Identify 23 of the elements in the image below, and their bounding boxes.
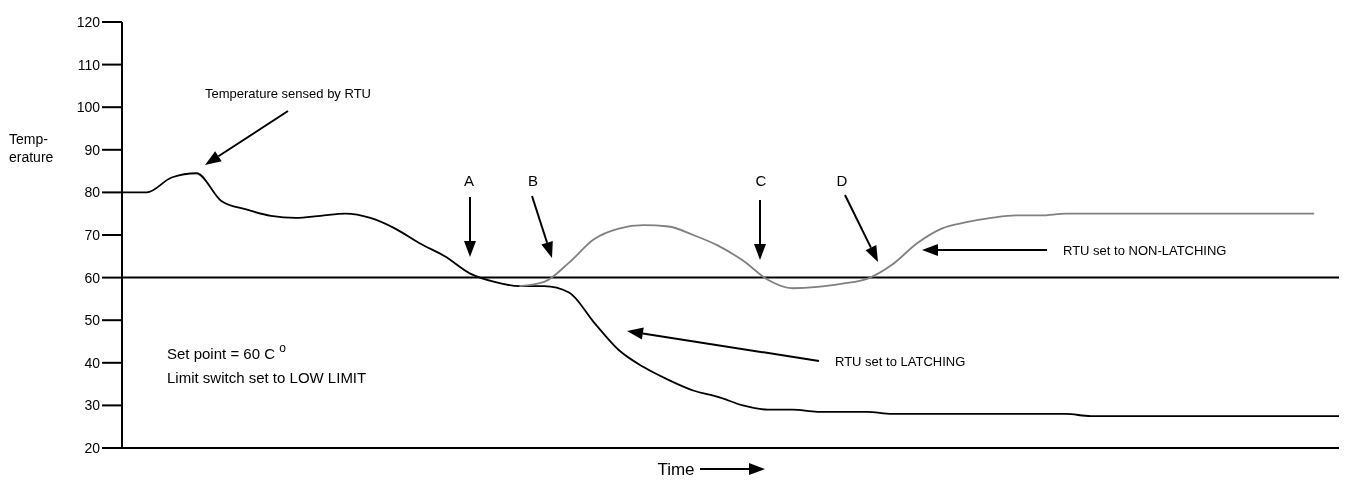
y-tick-label: 80: [84, 184, 101, 201]
annotation: C: [755, 172, 767, 189]
annotation: RTU set to LATCHING: [835, 354, 966, 369]
y-tick-label: 90: [84, 141, 101, 158]
annotation: Limit switch set to LOW LIMIT: [167, 369, 367, 386]
annotation: RTU set to NON-LATCHING: [1063, 243, 1227, 258]
annotation: D: [836, 172, 848, 189]
x-axis-title: Time: [657, 460, 695, 479]
line-series: [518, 212, 1316, 290]
annotation: A: [463, 172, 475, 189]
annotation: Temperature sensed by RTU: [205, 86, 371, 101]
annotation: B: [527, 172, 539, 189]
y-axis-title: Temp- erature: [9, 131, 54, 165]
y-tick-label: 30: [84, 397, 101, 414]
y-tick-label: 100: [76, 99, 101, 116]
y-tick-label: 20: [84, 439, 101, 456]
y-tick-label: 60: [84, 269, 101, 286]
y-tick-label: 110: [77, 56, 101, 73]
y-tick-label: 120: [76, 13, 101, 30]
y-tick-label: 70: [84, 226, 101, 243]
annotation: Set point = 60 C $^{o}$: [167, 341, 287, 362]
y-tick-label: 40: [84, 354, 101, 371]
y-tick-label: 50: [84, 312, 101, 329]
